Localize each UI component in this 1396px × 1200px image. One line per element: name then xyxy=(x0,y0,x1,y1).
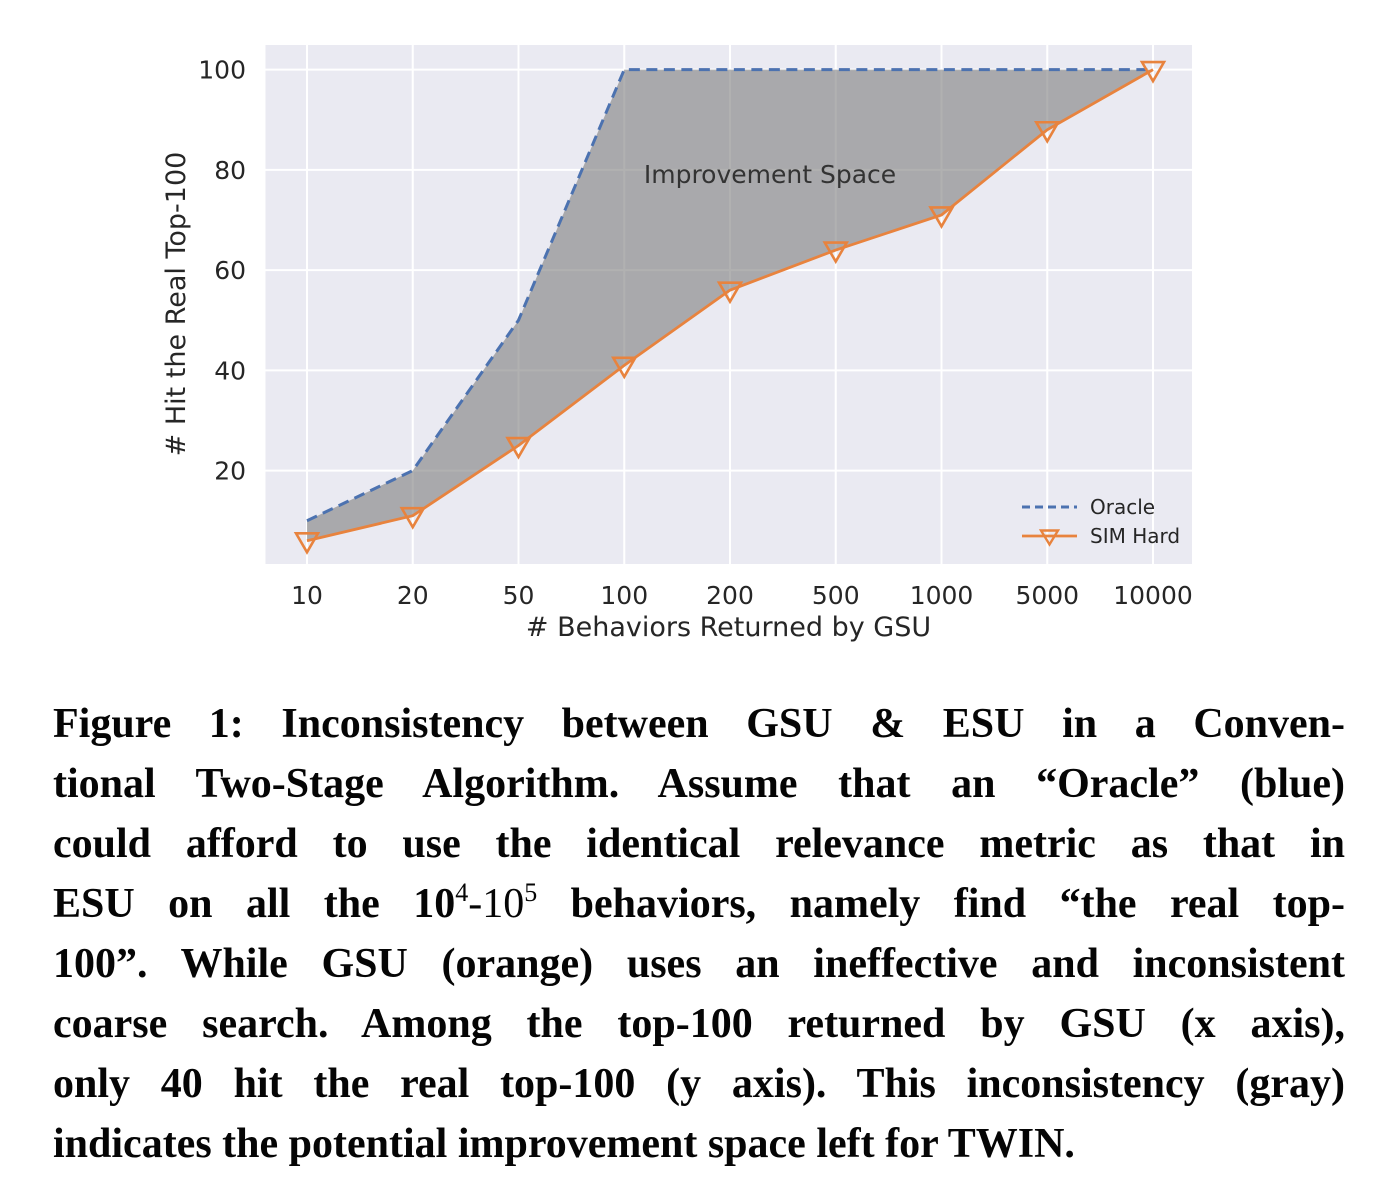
caption-line: tional Two-Stage Algorithm. Assume that … xyxy=(53,761,1345,807)
x-tick-label: 1000 xyxy=(910,581,974,610)
improvement-space-area xyxy=(307,69,1153,541)
caption-math-pre: ESU on all the 10 xyxy=(53,881,456,927)
figure-caption: Figure 1: Inconsistency between GSU & ES… xyxy=(53,694,1345,1174)
chart-figure: Improvement Space 10 20 50 100 200 500 1000 5000… xyxy=(161,45,1193,643)
y-tick-label: 100 xyxy=(198,56,246,85)
sim-hard-marker xyxy=(1033,120,1061,144)
x-tick-label: 20 xyxy=(397,581,429,610)
caption-line: could afford to use the identical releva… xyxy=(53,821,1345,867)
caption-line: coarse search. Among the top-100 returne… xyxy=(53,1001,1345,1047)
legend-oracle-label: Oracle xyxy=(1090,495,1155,519)
sim-hard-marker xyxy=(1139,60,1167,84)
sim-hard-marker xyxy=(610,356,638,380)
y-tick-label: 40 xyxy=(214,356,246,385)
caption-math-mid: -10 xyxy=(468,881,525,927)
sim-hard-marker xyxy=(505,436,532,460)
x-axis-label: # Behaviors Returned by GSU xyxy=(526,612,931,643)
y-axis-label: # Hit the Real Top-100 xyxy=(161,152,192,457)
x-tick-label: 50 xyxy=(503,581,535,610)
caption-math-exp: 4 xyxy=(455,877,469,927)
x-tick-label: 500 xyxy=(812,581,860,610)
caption-math-exp: 5 xyxy=(524,877,538,927)
oracle-line xyxy=(306,68,1153,523)
legend-sim-hard-label: SIM Hard xyxy=(1090,524,1180,548)
y-tick-label: 20 xyxy=(214,457,246,486)
improvement-space-label: Improvement Space xyxy=(644,160,896,189)
caption-superscript: 5 xyxy=(524,877,538,907)
caption-line: Figure 1: Inconsistency between GSU & ES… xyxy=(53,701,1345,747)
sim-hard-marker xyxy=(928,206,955,230)
sim-hard-line xyxy=(306,68,1154,543)
sim-hard-marker xyxy=(716,281,744,305)
x-tick-label: 100 xyxy=(600,581,648,610)
caption-math-post: behaviors, namely find “the real top- xyxy=(537,881,1345,927)
sim-hard-marker xyxy=(293,531,321,555)
legend-sim-hard-marker xyxy=(1038,529,1061,547)
y-tick-label: 60 xyxy=(214,256,246,285)
sim-hard-marker xyxy=(822,241,850,265)
x-tick-label: 10 xyxy=(291,581,323,610)
caption-line: only 40 hit the real top-100 (y axis). T… xyxy=(53,1061,1345,1107)
caption-line: 100”. While GSU (orange) uses an ineffec… xyxy=(53,941,1345,987)
sim-hard-marker xyxy=(399,506,427,530)
caption-line-math: ESU on all the 104-105 behaviors, namely… xyxy=(53,874,1345,934)
x-tick-label: 10000 xyxy=(1113,581,1193,610)
y-tick-label: 80 xyxy=(214,156,246,185)
x-tick-label: 5000 xyxy=(1015,581,1079,610)
caption-line: indicates the potential improvement spac… xyxy=(53,1121,1075,1167)
caption-superscript: 4 xyxy=(455,877,469,907)
x-tick-label: 200 xyxy=(706,581,754,610)
